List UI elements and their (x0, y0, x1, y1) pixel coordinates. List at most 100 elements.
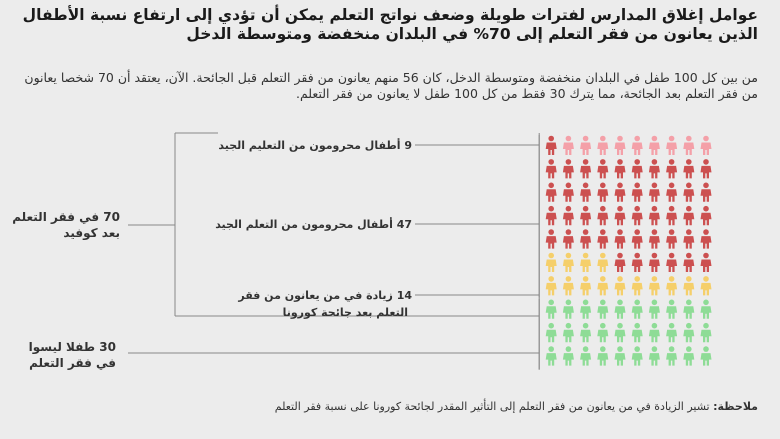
segment-label-covid-increase-2: التعلم بعد جائحة كورونا (282, 306, 408, 319)
person-icon (614, 205, 626, 226)
segment-label-poor-learning: 47 أطفال محرومون من التعلم الجيد (215, 218, 412, 231)
person-icon (666, 276, 678, 296)
person-icon (562, 252, 574, 272)
person-icon (648, 135, 660, 155)
person-icon (648, 322, 660, 343)
person-icon (683, 135, 695, 155)
person-icon (562, 322, 574, 343)
person-icon (700, 322, 712, 343)
person-icon (683, 159, 695, 179)
person-icon (666, 159, 678, 179)
person-icon (700, 159, 712, 179)
person-icon (545, 346, 557, 366)
person-icon (666, 252, 678, 272)
person-icon (597, 229, 609, 249)
group-label-poverty-1: 70 في فقر التعلم (12, 210, 120, 224)
person-icon (614, 346, 626, 366)
person-icon (683, 322, 695, 343)
footnote-text: تشير الزيادة في من يعانون من فقر التعلم … (274, 400, 710, 413)
person-icon (683, 252, 695, 272)
person-icon (700, 252, 712, 272)
group-label-not-poverty-2: في فقر التعلم (29, 356, 116, 370)
person-icon (700, 276, 712, 296)
person-icon (580, 276, 592, 296)
person-icon (700, 205, 712, 226)
person-icon (631, 252, 643, 272)
person-icon (614, 276, 626, 296)
person-icon (580, 135, 592, 155)
person-icon (614, 229, 626, 249)
person-icon (700, 346, 712, 366)
person-icon (580, 299, 592, 319)
pictogram-icons (545, 135, 712, 366)
person-icon (631, 182, 643, 202)
person-icon (597, 322, 609, 343)
person-icon (614, 322, 626, 343)
person-icon (631, 229, 643, 249)
person-icon (648, 299, 660, 319)
group-label-poverty-2: بعد كوفيد (63, 226, 120, 240)
segment-label-no-school: 9 أطفال محرومون من التعليم الجيد (218, 139, 412, 152)
person-icon (648, 159, 660, 179)
person-icon (666, 322, 678, 343)
person-icon (700, 229, 712, 249)
person-icon (648, 229, 660, 249)
person-icon (562, 299, 574, 319)
person-icon (597, 299, 609, 319)
person-icon (631, 135, 643, 155)
segment-label-covid-increase-1: 14 زيادة في من يعانون من فقر (238, 289, 412, 302)
person-icon (648, 182, 660, 202)
person-icon (580, 229, 592, 249)
person-icon (648, 252, 660, 272)
person-icon (700, 182, 712, 202)
person-icon (562, 205, 574, 226)
person-icon (597, 252, 609, 272)
person-icon (683, 299, 695, 319)
footnote: ملاحظة: تشير الزيادة في من يعانون من فقر… (275, 400, 758, 413)
person-icon (683, 276, 695, 296)
person-icon (614, 159, 626, 179)
person-icon (580, 322, 592, 343)
person-icon (580, 182, 592, 202)
person-icon (597, 205, 609, 226)
person-icon (631, 346, 643, 366)
person-icon (597, 182, 609, 202)
person-icon (562, 346, 574, 366)
person-icon (545, 205, 557, 226)
person-icon (545, 135, 557, 155)
person-icon (631, 299, 643, 319)
person-icon (631, 205, 643, 226)
chart-subtitle: من بين كل 100 طفل في البلدان منخفضة ومتو… (24, 70, 758, 101)
bracket-connectors (128, 132, 540, 370)
person-icon (545, 182, 557, 202)
person-icon (580, 159, 592, 179)
person-icon (562, 276, 574, 296)
person-icon (700, 299, 712, 319)
person-icon (597, 276, 609, 296)
person-icon (666, 229, 678, 249)
person-icon (597, 135, 609, 155)
person-icon (562, 135, 574, 155)
person-icon (597, 346, 609, 366)
person-icon (648, 346, 660, 366)
person-icon (545, 159, 557, 179)
person-icon (700, 135, 712, 155)
person-icon (545, 299, 557, 319)
person-icon (648, 276, 660, 296)
person-icon (597, 159, 609, 179)
person-icon (545, 276, 557, 296)
person-icon (545, 322, 557, 343)
person-icon (683, 205, 695, 226)
person-icon (614, 182, 626, 202)
person-icon (666, 346, 678, 366)
person-icon (666, 182, 678, 202)
person-icon (666, 205, 678, 226)
person-icon (648, 205, 660, 226)
person-icon (631, 322, 643, 343)
person-icon (562, 229, 574, 249)
person-icon (614, 252, 626, 272)
person-icon (614, 299, 626, 319)
person-icon (562, 159, 574, 179)
person-icon (631, 276, 643, 296)
